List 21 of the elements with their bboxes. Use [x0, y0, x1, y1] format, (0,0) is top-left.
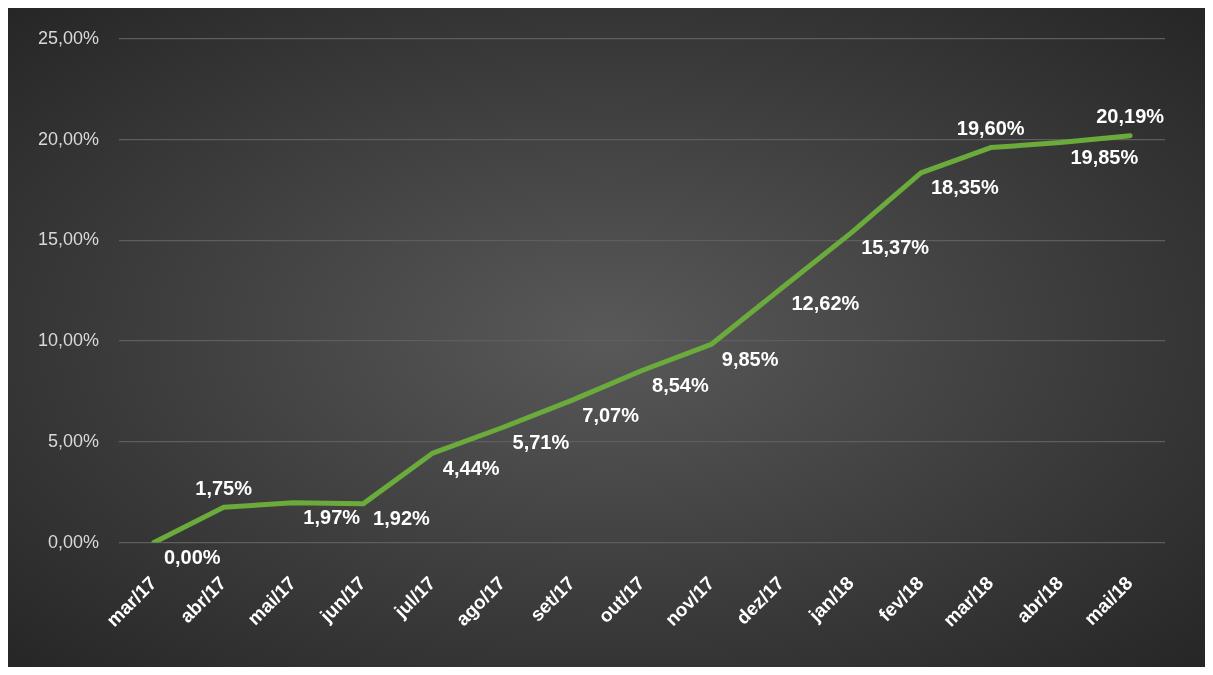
data-label: 19,85% [1070, 146, 1139, 169]
y-tick-label: 15,00% [37, 229, 100, 250]
y-tick-label: 20,00% [37, 128, 100, 149]
data-label: 1,97% [303, 506, 361, 529]
data-label: 4,44% [442, 456, 500, 479]
data-label: 7,07% [582, 403, 640, 426]
data-label: 1,75% [195, 476, 253, 499]
data-label: 20,19% [1096, 105, 1165, 128]
data-label: 9,85% [721, 347, 779, 370]
y-tick-label: 0,00% [48, 531, 100, 552]
data-label: 0,00% [163, 546, 221, 569]
data-label: 1,92% [373, 507, 431, 530]
data-label: 5,71% [512, 431, 570, 454]
y-tick-label: 5,00% [48, 430, 100, 451]
data-label: 12,62% [791, 291, 860, 314]
data-label: 18,35% [930, 176, 999, 199]
data-label: 8,54% [652, 373, 709, 396]
y-tick-label: 25,00% [37, 27, 100, 48]
data-label: 19,60% [956, 117, 1025, 140]
y-tick-label: 10,00% [37, 330, 100, 351]
data-label: 15,37% [861, 236, 930, 259]
